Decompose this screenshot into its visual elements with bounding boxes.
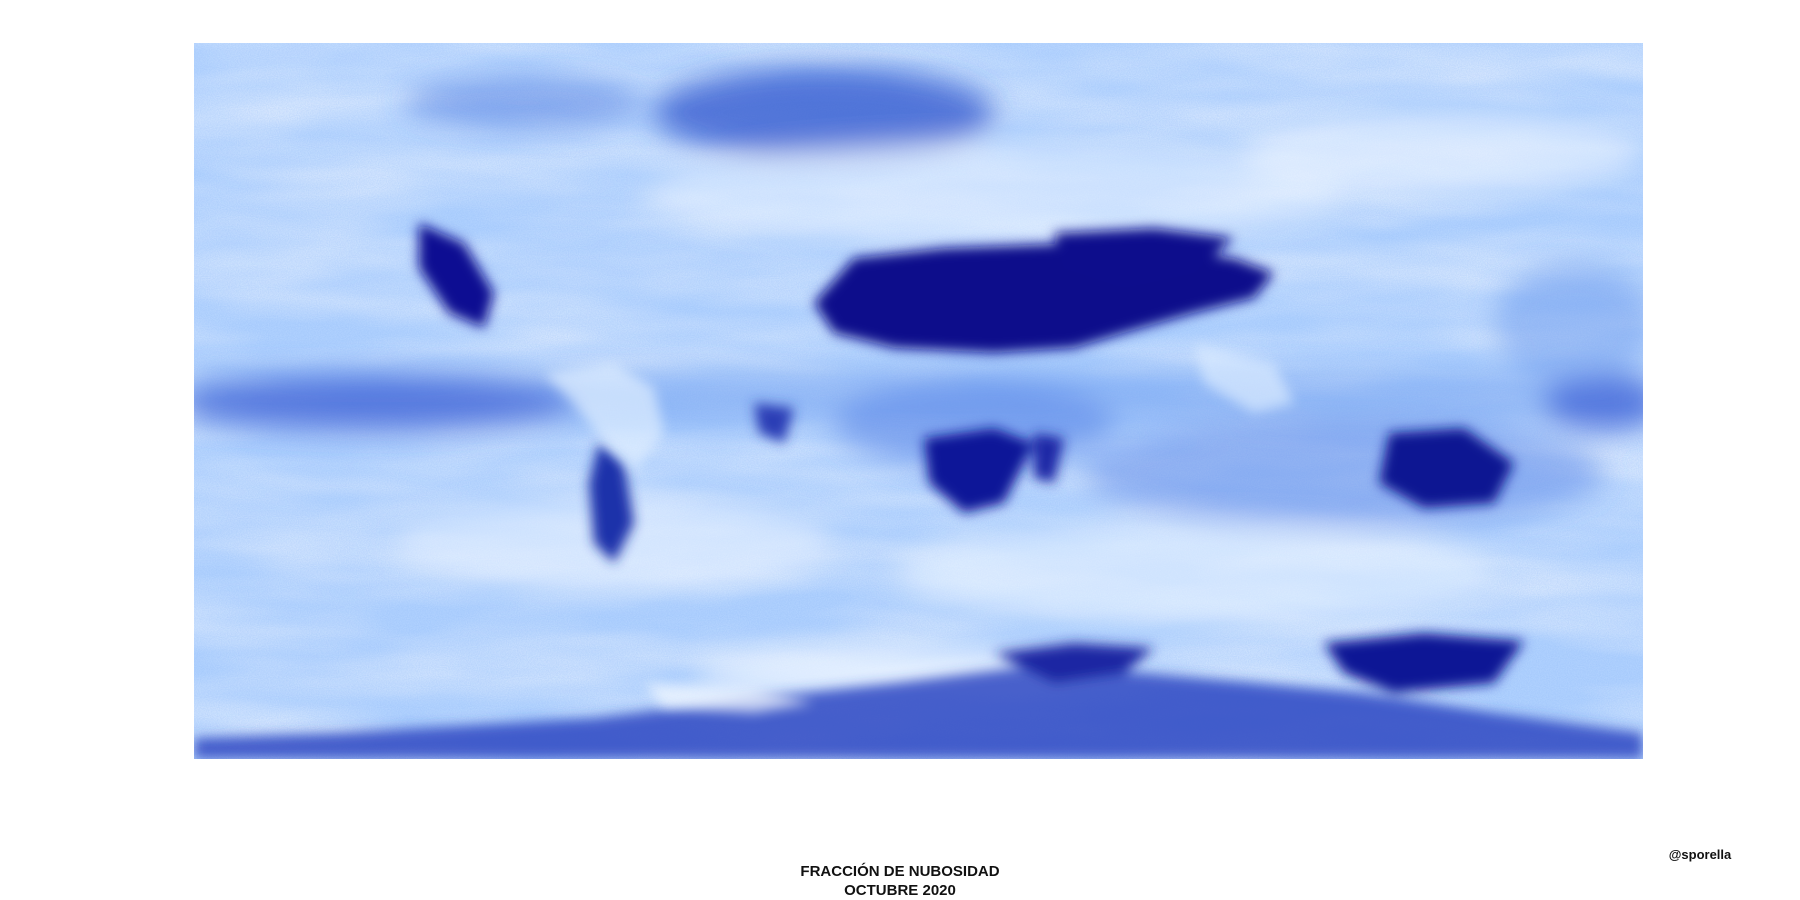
author-credit: @sporella	[1668, 847, 1732, 862]
map-subtitle: OCTUBRE 2020	[844, 882, 956, 899]
coastal-highlights	[544, 343, 1294, 713]
cloud-fraction-map	[194, 43, 1643, 759]
world-raster	[194, 43, 1643, 759]
map-title: FRACCIÓN DE NUBOSIDAD	[800, 863, 1000, 880]
mid-tone-bands	[194, 68, 1643, 698]
dry-regions	[194, 223, 1643, 759]
